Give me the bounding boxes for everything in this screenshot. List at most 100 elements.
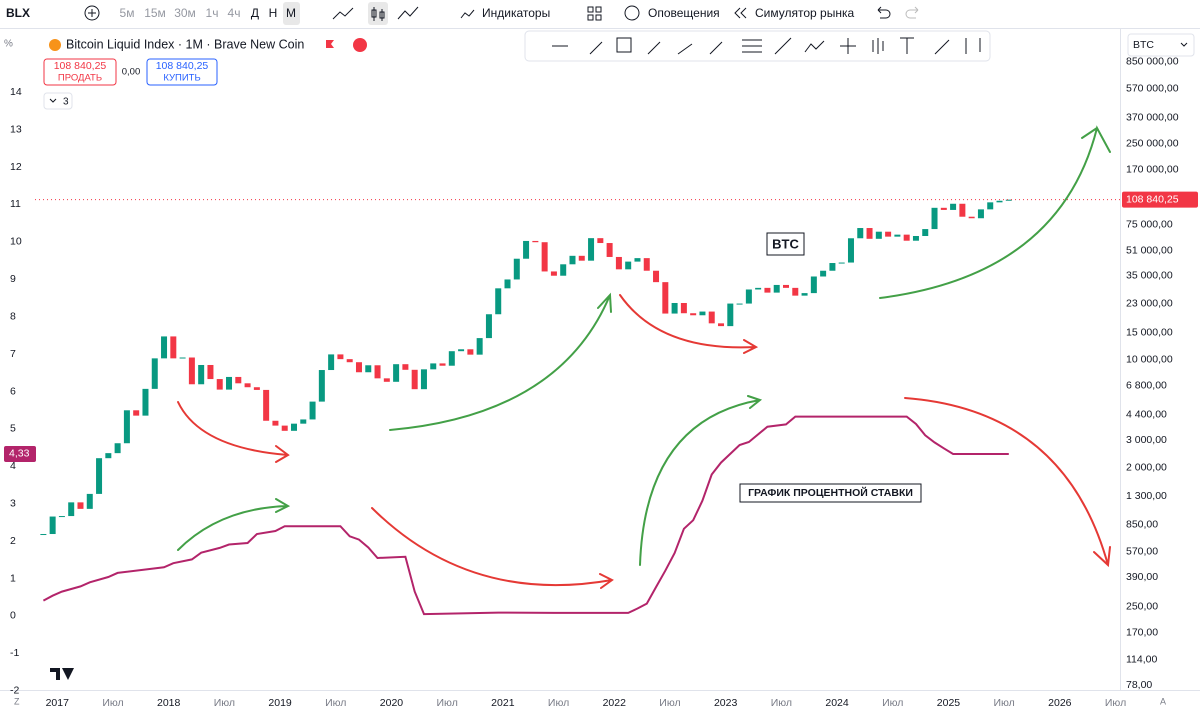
- right-tick-label: 850 000,00: [1126, 56, 1179, 68]
- annotation: ГРАФИК ПРОЦЕНТНОЙ СТАВКИ: [748, 486, 913, 499]
- x-tick-label: Июл: [437, 697, 458, 709]
- right-tick-label: 23 000,00: [1126, 298, 1173, 310]
- left-tick-label: 9: [10, 273, 16, 285]
- candle: [420, 369, 427, 390]
- candle: [745, 289, 752, 304]
- candle: [931, 207, 938, 230]
- auto-scale-button[interactable]: A: [1160, 696, 1166, 706]
- right-tick-label: 2 000,00: [1126, 461, 1167, 473]
- candle: [922, 229, 929, 237]
- x-tick-label: 2018: [157, 697, 181, 709]
- interval-active: [283, 2, 300, 25]
- undo-button[interactable]: [877, 6, 891, 19]
- price-badge-label: 108 840,25: [1126, 193, 1179, 205]
- compare-button[interactable]: [84, 5, 100, 21]
- candle: [718, 323, 725, 327]
- right-tick-label: 850,00: [1126, 519, 1158, 531]
- candle: [458, 349, 465, 352]
- candle: [346, 359, 353, 363]
- candle: [606, 243, 613, 257]
- candle: [207, 364, 214, 380]
- candle: [198, 364, 205, 385]
- annotation: BTC: [772, 236, 799, 251]
- candle: [40, 534, 47, 536]
- buy-label: КУПИТЬ: [163, 73, 200, 84]
- sell-button[interactable]: [43, 58, 117, 86]
- candle: [680, 302, 687, 314]
- interval-button[interactable]: М: [286, 6, 296, 20]
- candle: [402, 364, 409, 370]
- candle: [179, 357, 186, 359]
- candle-type-active[interactable]: [368, 2, 388, 25]
- right-tick-label: 570,00: [1126, 545, 1158, 557]
- candle: [773, 284, 780, 293]
- candle: [430, 363, 437, 370]
- x-tick-label: Июл: [102, 697, 123, 709]
- interval-button[interactable]: Д: [251, 6, 259, 20]
- candle: [875, 231, 882, 239]
- redo-button[interactable]: [905, 6, 919, 19]
- scale-symbol-select[interactable]: [1127, 33, 1195, 57]
- right-tick-label: 75 000,00: [1126, 218, 1173, 230]
- left-tick-label: 5: [10, 423, 16, 435]
- legend-collapse[interactable]: [43, 92, 73, 110]
- flag-icon: [326, 40, 334, 48]
- interval-button[interactable]: 5м: [120, 6, 135, 20]
- rate-badge-label: 4,33: [9, 448, 30, 460]
- left-tick-label: -2: [10, 685, 19, 697]
- x-tick-label: 2019: [268, 697, 292, 709]
- candle: [244, 383, 251, 388]
- candle: [560, 264, 567, 276]
- spread: 0,00: [122, 67, 141, 78]
- indicators-icon: [460, 9, 475, 19]
- candle: [355, 362, 362, 373]
- candle: [49, 516, 56, 535]
- candle: [123, 410, 130, 444]
- interval-button[interactable]: 30м: [174, 6, 196, 20]
- x-tick-label: Июл: [548, 697, 569, 709]
- rate-badge: [4, 445, 36, 462]
- annotation-box: [766, 232, 805, 256]
- replay-icon: [734, 7, 747, 19]
- candle: [578, 255, 585, 261]
- interval-button[interactable]: Н: [269, 6, 278, 20]
- interval-button[interactable]: 1ч: [206, 6, 219, 20]
- indicators-button[interactable]: Индикаторы: [482, 6, 550, 20]
- candle: [615, 256, 622, 270]
- x-tick-label: 2017: [46, 697, 70, 709]
- candle: [857, 228, 864, 239]
- x-tick-label: 2020: [380, 697, 404, 709]
- candle: [318, 370, 325, 402]
- buy-price: 108 840,25: [156, 60, 209, 72]
- candle: [866, 228, 873, 239]
- tv-logo: [50, 668, 74, 680]
- candle: [550, 271, 557, 276]
- line-chart-icon[interactable]: [332, 7, 354, 20]
- layouts-button[interactable]: [587, 6, 602, 21]
- right-tick-label: 170 000,00: [1126, 164, 1179, 176]
- x-tick-label: Июл: [214, 697, 235, 709]
- candle: [894, 234, 901, 237]
- candle: [328, 354, 335, 371]
- symbol-search[interactable]: BLX: [6, 6, 30, 20]
- interval-button[interactable]: 15м: [144, 6, 166, 20]
- alerts-button[interactable]: Оповещения: [648, 6, 720, 20]
- candle: [634, 258, 641, 262]
- candle: [690, 313, 697, 316]
- buy-button[interactable]: [146, 58, 218, 86]
- zoom-button[interactable]: Z: [14, 696, 20, 706]
- drawing-tools[interactable]: [552, 37, 981, 55]
- candle: [662, 282, 669, 314]
- interval-button[interactable]: 4ч: [228, 6, 241, 20]
- candle: [235, 376, 242, 384]
- x-tick-label: Июл: [882, 697, 903, 709]
- candle-icon: [373, 7, 383, 21]
- candle: [940, 207, 947, 210]
- left-tick-label: 0: [10, 610, 16, 622]
- candle: [365, 365, 372, 373]
- candle: [68, 502, 75, 517]
- replay-button[interactable]: Симулятор рынка: [755, 6, 854, 20]
- indicator-icon[interactable]: [397, 6, 419, 20]
- compare-icon: [88, 9, 96, 17]
